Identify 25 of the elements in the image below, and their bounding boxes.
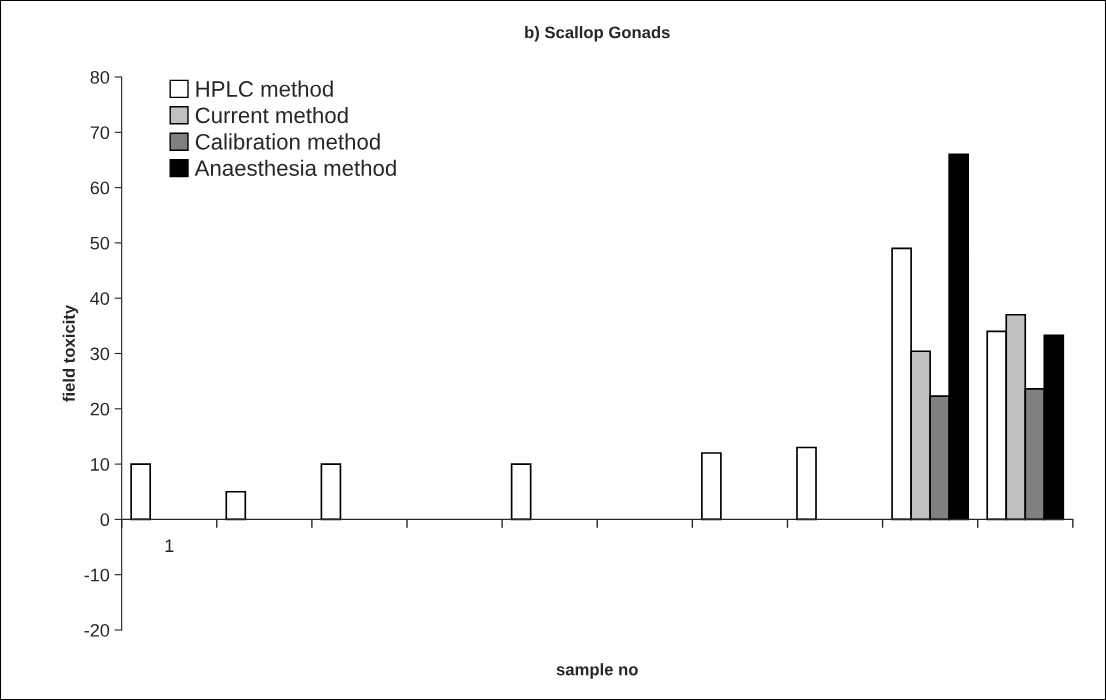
y-tick-label: 60 xyxy=(90,181,110,195)
y-tick-label: -20 xyxy=(84,623,110,637)
y-tick-label: 10 xyxy=(91,458,110,471)
legend-label: Current method xyxy=(195,106,348,124)
bar xyxy=(796,446,817,521)
chart-title: b) Scallop Gonads xyxy=(525,26,670,42)
bar xyxy=(130,463,152,521)
y-tick-label: 30 xyxy=(90,347,110,361)
x-tick-label: 1 xyxy=(165,539,174,552)
y-tick-label: -10 xyxy=(84,568,110,582)
bar xyxy=(225,490,247,521)
bar xyxy=(701,452,722,521)
y-tick-label: 40 xyxy=(90,292,110,305)
y-tick-label: 70 xyxy=(90,126,110,140)
y-tick-label: 0 xyxy=(100,513,110,527)
bar xyxy=(320,463,342,521)
y-axis-title: field toxicity xyxy=(62,304,79,402)
bar xyxy=(510,463,532,521)
y-tick-label: 50 xyxy=(90,236,110,250)
legend-label: HPLC method xyxy=(196,80,333,97)
x-axis-title: sample no xyxy=(556,663,638,679)
y-tick-label: 80 xyxy=(90,70,110,84)
y-tick-label: 20 xyxy=(90,402,110,416)
legend-label: Anaesthesia method xyxy=(194,159,396,177)
legend-label: Calibration method xyxy=(195,133,380,150)
